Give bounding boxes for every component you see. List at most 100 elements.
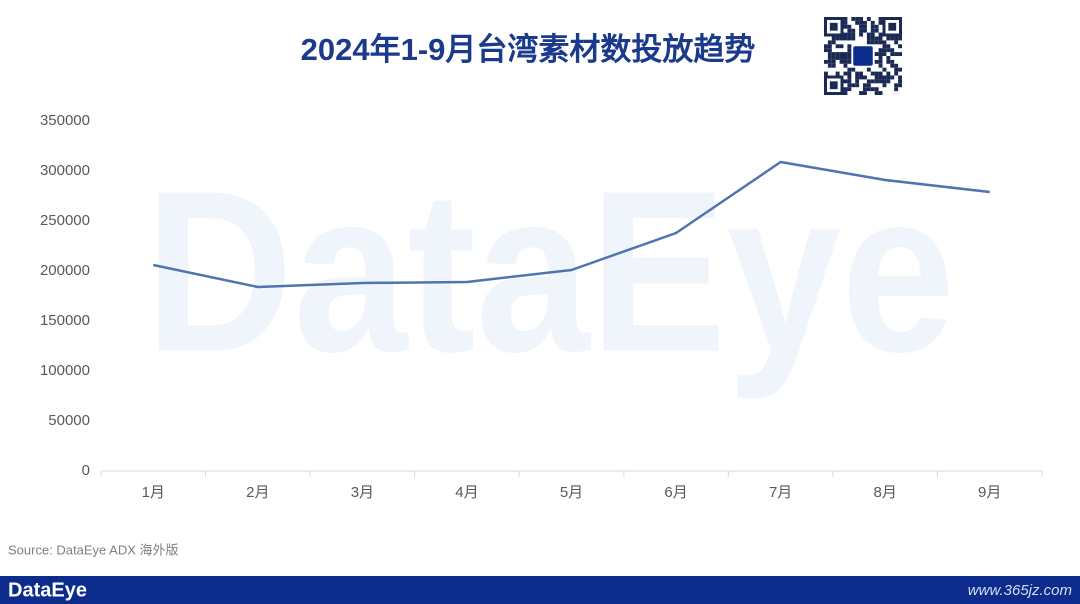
qr-cell bbox=[847, 32, 852, 37]
qr-cell bbox=[866, 87, 871, 92]
y-tick-label: 0 bbox=[82, 462, 90, 479]
line bbox=[153, 160, 990, 289]
qr-cell bbox=[831, 52, 836, 56]
qr-cell bbox=[890, 63, 895, 68]
qr-cell bbox=[859, 28, 863, 33]
qr-cell bbox=[847, 24, 852, 29]
qr-cell bbox=[851, 28, 856, 33]
qr-cell bbox=[890, 75, 895, 80]
qr-cell bbox=[870, 28, 875, 33]
qr-finder bbox=[824, 17, 844, 37]
qr-cell bbox=[866, 32, 871, 37]
qr-cell bbox=[859, 24, 863, 29]
qr-cell bbox=[874, 59, 879, 64]
qr-cell bbox=[859, 20, 863, 25]
qr-cell bbox=[831, 40, 836, 45]
qr-cell bbox=[898, 52, 902, 56]
qr-cell bbox=[894, 40, 899, 45]
y-tick-label: 200000 bbox=[40, 262, 90, 279]
qr-cell bbox=[866, 79, 871, 84]
x-tick-label: 4月 bbox=[455, 484, 478, 501]
qr-finder bbox=[888, 22, 897, 31]
qr-cell bbox=[894, 36, 899, 41]
qr-cell bbox=[835, 36, 840, 41]
qr-cell bbox=[847, 36, 852, 41]
qr-finder bbox=[829, 81, 838, 90]
qr-cell bbox=[882, 44, 887, 49]
qr-cell bbox=[878, 71, 883, 76]
qr-cell bbox=[827, 48, 832, 53]
qr-cell bbox=[863, 24, 867, 29]
qr-cell bbox=[827, 44, 832, 49]
qr-cell bbox=[843, 63, 848, 68]
site-watermark: www.365jz.com bbox=[968, 582, 1072, 599]
qr-finder bbox=[882, 17, 902, 37]
qr-cell bbox=[847, 83, 852, 88]
qr-cell bbox=[882, 67, 887, 72]
qr-cell bbox=[870, 20, 875, 25]
qr-cell bbox=[894, 71, 899, 76]
x-tick-label: 6月 bbox=[664, 484, 687, 501]
qr-cell bbox=[843, 32, 848, 37]
qr-cell bbox=[878, 17, 883, 21]
y-tick-label: 100000 bbox=[40, 362, 90, 379]
qr-cell bbox=[847, 28, 852, 33]
qr-cell bbox=[894, 67, 899, 72]
qr-cell bbox=[898, 79, 902, 84]
qr-cell bbox=[886, 79, 891, 84]
qr-cell bbox=[870, 40, 875, 45]
qr-cell bbox=[855, 20, 860, 25]
qr-cell bbox=[878, 75, 883, 80]
qr-cell bbox=[859, 17, 863, 21]
qr-cell bbox=[847, 48, 852, 53]
qr-cell bbox=[839, 59, 844, 64]
qr-cell bbox=[843, 56, 848, 60]
qr-cell bbox=[886, 36, 891, 41]
qr-cell bbox=[839, 52, 844, 56]
qr-cell bbox=[882, 79, 887, 84]
qr-cell bbox=[898, 83, 902, 88]
qr-cell bbox=[843, 20, 848, 25]
qr-cell bbox=[863, 91, 867, 95]
qr-cell bbox=[835, 71, 840, 76]
qr-cell bbox=[874, 24, 879, 29]
qr-cell bbox=[878, 40, 883, 45]
qr-cell bbox=[890, 52, 895, 56]
qr-cell bbox=[851, 17, 856, 21]
qr-cell bbox=[831, 56, 836, 60]
qr-cell bbox=[824, 71, 828, 76]
qr-cell bbox=[863, 87, 867, 92]
qr-cell bbox=[843, 59, 848, 64]
qr-cell bbox=[827, 63, 832, 68]
qr-cell bbox=[847, 67, 852, 72]
qr-cell bbox=[890, 36, 895, 41]
qr-cell bbox=[851, 32, 856, 37]
y-tick-label: 350000 bbox=[40, 112, 90, 129]
y-tick-label: 150000 bbox=[40, 312, 90, 329]
qr-cell bbox=[855, 17, 860, 21]
qr-cell bbox=[886, 59, 891, 64]
qr-cell bbox=[882, 83, 887, 88]
qr-cell bbox=[859, 75, 863, 80]
qr-cell bbox=[847, 79, 852, 84]
qr-cell bbox=[866, 67, 871, 72]
qr-cell bbox=[843, 52, 848, 56]
qr-cell bbox=[886, 48, 891, 53]
qr-cell bbox=[894, 83, 899, 88]
qr-cell bbox=[894, 87, 899, 92]
qr-logo bbox=[853, 46, 873, 66]
qr-cell bbox=[824, 48, 828, 53]
qr-cell bbox=[874, 36, 879, 41]
qr-cell bbox=[843, 91, 848, 95]
x-tick-label: 1月 bbox=[142, 484, 165, 501]
qr-finder bbox=[829, 22, 838, 31]
qr-cell bbox=[843, 36, 848, 41]
qr-cell bbox=[874, 52, 879, 56]
qr-cell bbox=[839, 44, 844, 49]
qr-cell bbox=[874, 91, 879, 95]
footer-bar bbox=[0, 576, 1080, 604]
qr-cell bbox=[847, 75, 852, 80]
qr-cell bbox=[874, 75, 879, 80]
qr-cell bbox=[886, 44, 891, 49]
